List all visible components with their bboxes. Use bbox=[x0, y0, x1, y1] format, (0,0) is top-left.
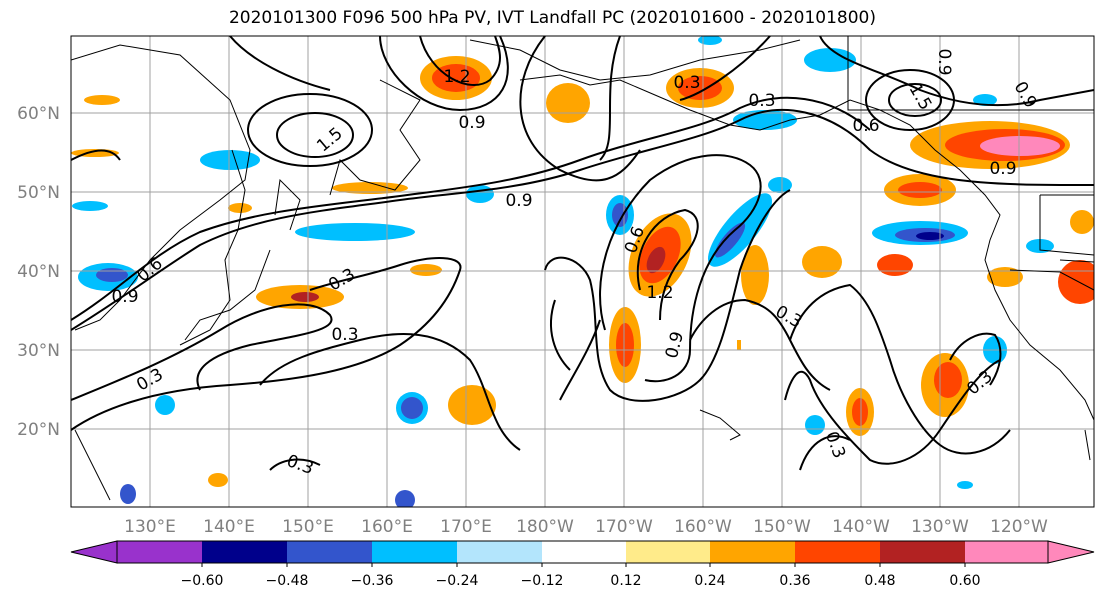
contour-label: 0.3 bbox=[673, 73, 700, 93]
lat-label-30n: 30°N bbox=[17, 341, 60, 361]
colorbar-segment bbox=[117, 541, 202, 563]
colorbar-label: 0.24 bbox=[694, 573, 725, 589]
lon-label-160w: 160°W bbox=[674, 517, 732, 537]
latitude-labels: 60°N 50°N 40°N 30°N 20°N bbox=[17, 104, 60, 440]
contour-label: 1.2 bbox=[646, 283, 673, 303]
lon-label-150e: 150°E bbox=[282, 517, 334, 537]
colorbar-segment bbox=[202, 541, 287, 563]
colorbar-extend-low bbox=[70, 540, 118, 564]
colorbar-segment bbox=[795, 541, 880, 563]
lon-label-130e: 130°E bbox=[124, 517, 176, 537]
colorbar-ticks bbox=[201, 563, 966, 567]
colorbar-frame bbox=[116, 540, 1049, 564]
lon-label-170w: 170°W bbox=[595, 517, 653, 537]
colorbar-label: −0.24 bbox=[436, 573, 479, 589]
colorbar-label: −0.48 bbox=[266, 573, 309, 589]
colorbar-label: −0.36 bbox=[351, 573, 394, 589]
lon-label-140e: 140°E bbox=[203, 517, 255, 537]
contour-label: 0.9 bbox=[934, 48, 954, 75]
lon-label-120w: 120°W bbox=[990, 517, 1048, 537]
map-title: 2020101300 F096 500 hPa PV, IVT Landfall… bbox=[228, 8, 876, 28]
longitude-labels: 130°E 140°E 150°E 160°E 170°E 180°W 170°… bbox=[124, 517, 1048, 537]
colorbar: −0.60 −0.48 −0.36 −0.24 −0.12 0.12 0.24 … bbox=[70, 540, 1095, 589]
colorbar-segment bbox=[965, 541, 1048, 563]
contour-label: 0.9 bbox=[111, 287, 138, 307]
colorbar-label: −0.60 bbox=[181, 573, 224, 589]
lat-label-50n: 50°N bbox=[17, 183, 60, 203]
colorbar-segment bbox=[880, 541, 965, 563]
contour-label: 0.6 bbox=[852, 116, 879, 136]
lon-label-180w: 180°W bbox=[516, 517, 574, 537]
contour-label: 1.2 bbox=[443, 67, 470, 87]
lat-label-60n: 60°N bbox=[17, 104, 60, 124]
colorbar-segment bbox=[542, 541, 626, 563]
colorbar-label: 0.12 bbox=[610, 573, 641, 589]
lon-label-140w: 140°W bbox=[832, 517, 890, 537]
contour-label: 0.3 bbox=[748, 91, 775, 111]
lon-label-150w: 150°W bbox=[753, 517, 811, 537]
colorbar-label: −0.12 bbox=[521, 573, 564, 589]
contour-label: 0.9 bbox=[989, 159, 1016, 179]
contour-label: 0.9 bbox=[505, 191, 532, 211]
lat-label-20n: 20°N bbox=[17, 420, 60, 440]
colorbar-label: 0.48 bbox=[864, 573, 895, 589]
map-panel: 1.2 1.5 0.9 0.9 0.9 0.3 0.6 0.9 0.3 0.3 … bbox=[71, 36, 1094, 507]
colorbar-label: 0.60 bbox=[949, 573, 980, 589]
coastlines bbox=[71, 36, 1094, 501]
graticule bbox=[71, 36, 1094, 507]
lon-label-160e: 160°E bbox=[361, 517, 413, 537]
colorbar-segment bbox=[457, 541, 542, 563]
colorbar-segment bbox=[372, 541, 457, 563]
lon-label-130w: 130°W bbox=[911, 517, 969, 537]
colorbar-extend-high bbox=[1047, 540, 1095, 564]
colorbar-segment bbox=[710, 541, 795, 563]
lon-label-170e: 170°E bbox=[440, 517, 492, 537]
contour-lines bbox=[71, 36, 1094, 471]
contour-label: 0.3 bbox=[331, 325, 358, 345]
colorbar-label: 0.36 bbox=[779, 573, 810, 589]
map-frame bbox=[70, 35, 1095, 508]
lat-label-40n: 40°N bbox=[17, 262, 60, 282]
colorbar-segment bbox=[626, 541, 710, 563]
colorbar-labels: −0.60 −0.48 −0.36 −0.24 −0.12 0.12 0.24 … bbox=[181, 573, 981, 589]
colorbar-segment bbox=[287, 541, 372, 563]
contour-label: 0.9 bbox=[458, 113, 485, 133]
